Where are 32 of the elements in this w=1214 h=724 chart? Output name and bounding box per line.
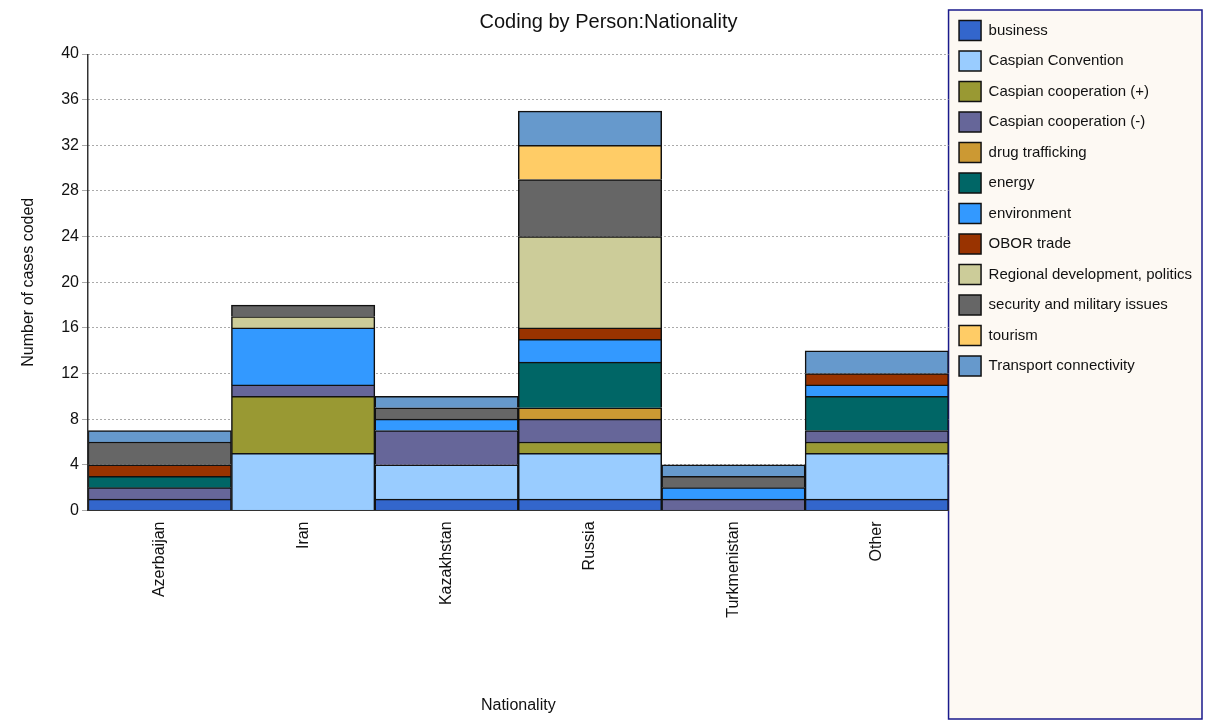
x-tick-label: Kazakhstan <box>436 521 454 606</box>
legend-label: Caspian cooperation (+) <box>988 81 1150 99</box>
x-tick-label: Azerbaijan <box>150 521 168 598</box>
legend-label: Caspian Convention <box>988 51 1124 69</box>
legend-label: environment <box>988 203 1072 221</box>
y-tick-label: 12 <box>61 363 80 381</box>
legend-label: tourism <box>988 325 1038 343</box>
legend-label: OBOR trade <box>988 234 1072 252</box>
y-tick-label: 32 <box>61 135 80 153</box>
legend-label: security and military issues <box>988 295 1168 313</box>
legend-label: energy <box>988 173 1035 191</box>
y-tick-label: 36 <box>61 90 80 108</box>
y-tick-label: 40 <box>61 44 80 62</box>
y-tick-label: 24 <box>61 226 80 244</box>
y-tick-label: 20 <box>61 272 80 290</box>
x-tick-label: Russia <box>580 521 598 571</box>
y-axis-title: Number of cases coded <box>19 197 37 367</box>
y-tick-label: 28 <box>61 181 80 199</box>
legend-label: Transport connectivity <box>988 356 1136 374</box>
legend-label: drug trafficking <box>988 142 1087 160</box>
x-tick-label: Other <box>867 520 885 562</box>
y-tick-label: 8 <box>70 409 80 427</box>
x-tick-label: Turkmenistan <box>723 521 741 618</box>
y-tick-label: 16 <box>61 318 80 336</box>
legend-label: Caspian cooperation (-) <box>988 112 1146 130</box>
y-tick-label: 0 <box>70 500 80 518</box>
legend-label: Regional development, politics <box>988 264 1192 282</box>
chart-title: Coding by Person:Nationality <box>479 9 738 32</box>
x-tick-label: Iran <box>293 521 311 550</box>
x-axis-title: Nationality <box>480 695 556 713</box>
legend-label: business <box>988 20 1048 38</box>
y-tick-label: 4 <box>70 455 80 473</box>
